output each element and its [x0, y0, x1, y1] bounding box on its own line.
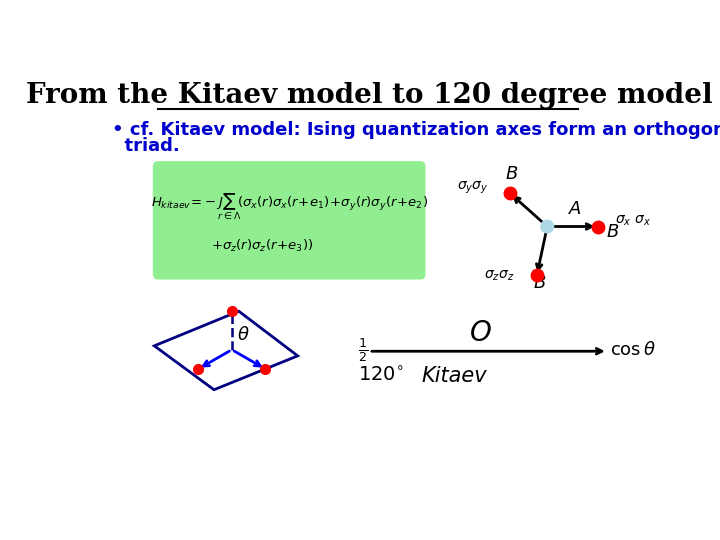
- Text: $120^{\circ}$: $120^{\circ}$: [358, 366, 403, 386]
- Text: triad.: triad.: [112, 137, 179, 154]
- Text: $\sigma_y\sigma_y$: $\sigma_y\sigma_y$: [456, 180, 488, 197]
- Text: $O$: $O$: [469, 319, 492, 347]
- Text: From the Kitaev model to 120 degree model: From the Kitaev model to 120 degree mode…: [26, 82, 712, 109]
- Text: $B$: $B$: [505, 165, 518, 183]
- Text: $\frac{1}{2}$: $\frac{1}{2}$: [358, 336, 368, 363]
- Text: $H_{\mathit{kitaev}}\!=\!-J\!\!\sum_{r\in\Lambda}\!(\sigma_x(r)\sigma_x(r\!+\!e_: $H_{\mathit{kitaev}}\!=\!-J\!\!\sum_{r\i…: [150, 192, 428, 222]
- Text: $\sigma_x\ \sigma_x$: $\sigma_x\ \sigma_x$: [615, 213, 652, 228]
- Text: $B$: $B$: [534, 274, 546, 292]
- Text: $\cos\theta$: $\cos\theta$: [610, 341, 655, 359]
- FancyBboxPatch shape: [153, 162, 425, 279]
- Circle shape: [541, 220, 554, 233]
- Text: $\theta$: $\theta$: [237, 326, 250, 343]
- Text: Kitaev: Kitaev: [421, 366, 487, 386]
- Text: $B$: $B$: [606, 223, 620, 241]
- Text: • cf. Kitaev model: Ising quantization axes form an orthogonal: • cf. Kitaev model: Ising quantization a…: [112, 122, 720, 139]
- Text: $A$: $A$: [568, 200, 582, 218]
- Text: $\sigma_z\sigma_z$: $\sigma_z\sigma_z$: [485, 268, 515, 283]
- Text: $+\sigma_z(r)\sigma_z(r\!+\!e_3))$: $+\sigma_z(r)\sigma_z(r\!+\!e_3))$: [211, 238, 313, 254]
